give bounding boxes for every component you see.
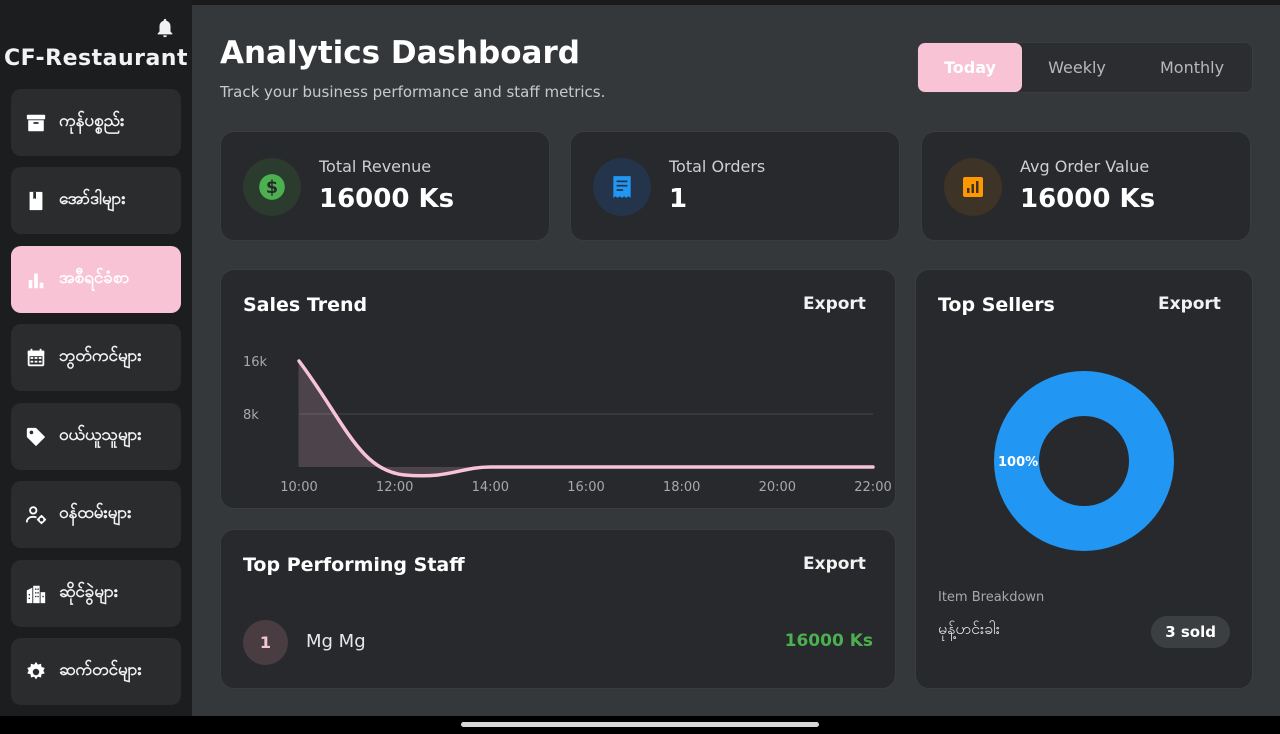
top-sellers-card: Top Sellers Export 100% Item Breakdown မ… (915, 269, 1253, 689)
staff-name: Mg Mg (306, 631, 366, 652)
page-subtitle: Track your business performance and staf… (220, 83, 606, 101)
brand-title: CF-Restaurant (4, 46, 188, 71)
y-tick-label: 16k (243, 355, 268, 370)
staff-rank-badge: 1 (243, 620, 288, 665)
period-today-button[interactable]: Today (918, 43, 1022, 92)
staff-revenue: 16000 Ks (784, 631, 873, 651)
stat-value: 16000 Ks (319, 184, 455, 214)
stat-value: 1 (669, 184, 688, 214)
sidebar-item-reports[interactable]: အစီရင်ခံစာ (11, 246, 181, 313)
stat-label: Total Revenue (319, 157, 432, 176)
stat-card-revenue: $ Total Revenue 16000 Ks (220, 131, 550, 241)
sidebar-item-label: ဘွတ်ကင်များ (59, 346, 142, 366)
sidebar-item-staff[interactable]: ဝန်ထမ်းများ (11, 481, 181, 548)
svg-text:$: $ (266, 178, 278, 198)
sales-trend-export-button[interactable]: Export (803, 294, 866, 314)
x-tick-label: 20:00 (759, 480, 796, 495)
top-staff-export-button[interactable]: Export (803, 554, 866, 574)
item-breakdown-label: Item Breakdown (938, 590, 1045, 605)
sidebar-item-label: ဆက်တင်များ (59, 660, 142, 680)
top-status-strip (192, 0, 1280, 5)
staff-settings-icon (25, 504, 47, 526)
sidebar: CF-Restaurant ကုန်ပစ္စည်း အော်ဒါများ အစီ… (0, 0, 192, 716)
top-sellers-donut-chart: 100% (994, 371, 1174, 551)
sidebar-item-products[interactable]: ကုန်ပစ္စည်း (11, 89, 181, 156)
sales-trend-card: Sales Trend Export 8k 16k 10:00 12:00 14:00 1… (220, 269, 896, 509)
sidebar-item-label: ဆိုင်ခွဲများ (59, 582, 119, 602)
sales-area-fill (299, 361, 873, 476)
building-icon (25, 583, 47, 605)
x-tick-label: 12:00 (376, 480, 413, 495)
tag-icon (25, 426, 47, 448)
sidebar-item-label: ဝန်ထမ်းများ (59, 503, 132, 523)
sidebar-item-bookings[interactable]: ဘွတ်ကင်များ (11, 324, 181, 391)
x-tick-label: 16:00 (567, 480, 604, 495)
sidebar-item-label: အစီရင်ခံစာ (59, 268, 130, 288)
stat-label: Total Orders (669, 157, 766, 176)
period-monthly-button[interactable]: Monthly (1159, 58, 1225, 77)
x-tick-label: 14:00 (472, 480, 509, 495)
donut-slice-label: 100% (998, 455, 1038, 470)
stat-card-avg-order: Avg Order Value 16000 Ks (921, 131, 1251, 241)
bar-chart-icon (25, 269, 47, 291)
home-gesture-handle[interactable] (461, 722, 819, 727)
sidebar-item-customers[interactable]: ဝယ်ယူသူများ (11, 403, 181, 470)
y-tick-label: 8k (243, 408, 259, 423)
top-sellers-title: Top Sellers (938, 294, 1055, 316)
period-weekly-button[interactable]: Weekly (1048, 58, 1106, 77)
archive-icon (25, 112, 47, 134)
book-icon (25, 190, 47, 212)
stat-label: Avg Order Value (1020, 157, 1150, 176)
stat-value: 16000 Ks (1020, 184, 1156, 214)
sidebar-item-label: ကုန်ပစ္စည်း (59, 111, 125, 131)
sidebar-item-branches[interactable]: ဆိုင်ခွဲများ (11, 560, 181, 627)
top-sellers-export-button[interactable]: Export (1158, 294, 1221, 314)
gear-icon (25, 661, 47, 683)
receipt-icon (593, 158, 651, 216)
top-staff-title: Top Performing Staff (243, 554, 465, 576)
x-tick-label: 10:00 (280, 480, 317, 495)
sidebar-item-settings[interactable]: ဆက်တင်များ (11, 638, 181, 705)
period-selector: Today Weekly Monthly (917, 42, 1253, 93)
bell-icon[interactable] (154, 16, 176, 40)
donut-slice[interactable] (994, 371, 1174, 551)
sales-trend-chart: 8k 16k 10:00 12:00 14:00 16:00 18:00 20:00 22:00 (243, 355, 892, 495)
top-staff-card: Top Performing Staff Export 1 Mg Mg 1600… (220, 529, 896, 689)
calendar-icon (25, 347, 47, 369)
chart-icon (944, 158, 1002, 216)
sidebar-item-orders[interactable]: အော်ဒါများ (11, 167, 181, 234)
sold-count-badge: 3 sold (1151, 616, 1230, 648)
sidebar-item-label: အော်ဒါများ (59, 189, 126, 209)
x-tick-label: 22:00 (854, 480, 891, 495)
sidebar-item-label: ဝယ်ယူသူများ (59, 425, 142, 445)
sales-series-line (297, 359, 875, 478)
x-tick-label: 18:00 (663, 480, 700, 495)
dollar-icon: $ (243, 158, 301, 216)
seller-item-name: မုန့်ဟင်းခါး (938, 619, 1000, 638)
stat-card-orders: Total Orders 1 (570, 131, 900, 241)
main-content: Analytics Dashboard Track your business … (192, 5, 1280, 716)
page-title: Analytics Dashboard (220, 35, 580, 71)
sales-trend-title: Sales Trend (243, 294, 368, 316)
